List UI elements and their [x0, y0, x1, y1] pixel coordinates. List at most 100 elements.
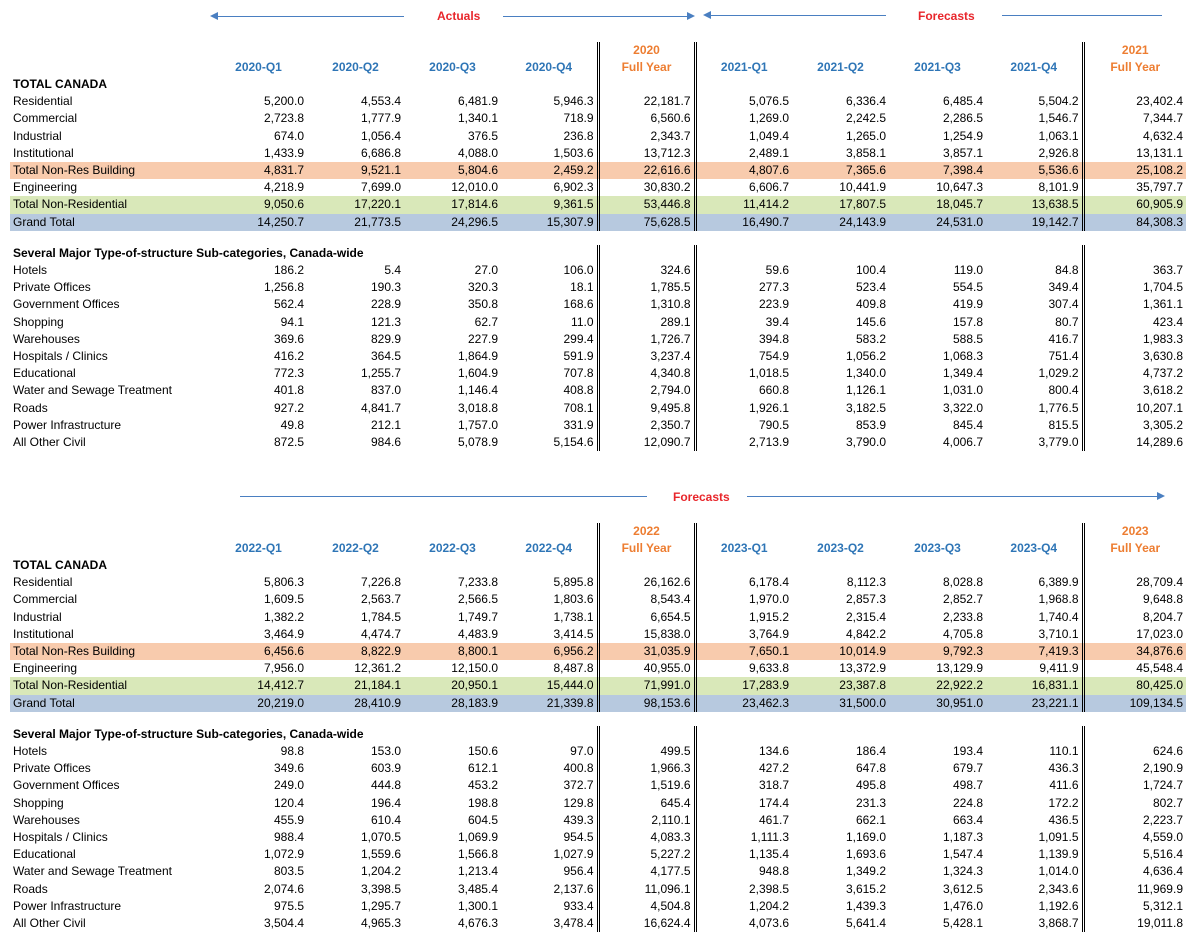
value-cell: 1,340.0 — [845, 366, 886, 381]
blank-cell — [404, 245, 501, 262]
blank-cell — [10, 231, 1186, 245]
table-row: Hotels 98.8 153.0 150.6 97.0 499.5 134.6 186.4 1… — [10, 743, 1186, 761]
value-cell: 8,800.1 — [404, 643, 501, 661]
value-cell: 110.1 — [1049, 744, 1079, 759]
value-cell: 1,968.8 — [1038, 592, 1079, 607]
quarter-header: 2023-Q3 — [914, 541, 961, 555]
value-cell: 6,560.6 — [596, 110, 697, 128]
value-cell: 975.5 — [273, 898, 304, 913]
row-label: Institutional — [13, 626, 74, 641]
value-cell: 2,459.2 — [501, 162, 598, 180]
value-cell: 11,969.9 — [1081, 880, 1186, 898]
value-cell: 1,915.2 — [748, 609, 789, 624]
value-cell: 35,797.7 — [1081, 179, 1186, 197]
value-cell: 228.9 — [370, 297, 401, 312]
value-cell: 23,402.4 — [1081, 93, 1186, 111]
row-label: Warehouses — [13, 331, 80, 346]
value-cell: 800.4 — [1048, 383, 1079, 398]
value-cell: 954.5 — [563, 830, 594, 845]
header-quarter-row: 2022-Q1 2022-Q2 2022-Q3 2022-Q4 Full Year 202… — [10, 540, 1186, 557]
value-cell: 394.8 — [758, 331, 789, 346]
value-cell: 1,547.4 — [942, 847, 983, 862]
value-cell: 444.8 — [370, 778, 401, 793]
table-row: Hospitals / Clinics 988.4 1,070.5 1,069.9 95… — [10, 829, 1186, 847]
value-cell: 624.6 — [1081, 743, 1186, 761]
total-canada-title-label: TOTAL CANADA — [13, 77, 107, 91]
blank-cell — [596, 557, 697, 575]
value-cell: 17,814.6 — [404, 196, 501, 214]
value-cell: 190.3 — [370, 280, 401, 295]
blank-cell — [1081, 76, 1186, 94]
value-cell: 94.1 — [280, 314, 304, 329]
value-cell: 588.5 — [952, 331, 983, 346]
value-cell: 6,389.9 — [1038, 575, 1079, 590]
value-cell: 6,485.4 — [942, 94, 983, 109]
value-cell: 8,487.8 — [553, 661, 594, 676]
value-cell: 34,876.6 — [1081, 643, 1186, 661]
value-cell: 19,011.8 — [1081, 915, 1186, 933]
row-label: Residential — [13, 575, 73, 590]
value-cell: 10,441.9 — [839, 180, 886, 195]
value-cell: 1,740.4 — [1038, 609, 1079, 624]
value-cell: 121.3 — [370, 314, 401, 329]
value-cell: 14,412.7 — [210, 677, 307, 695]
value-cell: 2,852.7 — [942, 592, 983, 607]
value-cell: 1,704.5 — [1081, 279, 1186, 297]
table-row: Shopping 120.4 196.4 198.8 129.8 645.4 174.4 23… — [10, 794, 1186, 812]
value-cell: 49.8 — [280, 417, 304, 432]
blank-cell — [307, 76, 404, 93]
value-cell: 2,566.5 — [457, 592, 498, 607]
value-cell: 186.2 — [273, 263, 304, 278]
value-cell: 1,566.8 — [457, 847, 498, 862]
value-cell: 3,790.0 — [845, 435, 886, 450]
blank-cell — [889, 557, 986, 574]
blank-cell — [404, 76, 501, 93]
value-cell: 416.2 — [273, 349, 304, 364]
row-label: Hotels — [13, 263, 48, 278]
table-row: All Other Civil 872.5 984.6 5,078.9 5,154.6 1… — [10, 434, 1186, 452]
value-cell: 1,111.3 — [750, 830, 789, 845]
value-cell: 4,483.9 — [457, 626, 498, 641]
value-cell: 13,638.5 — [986, 196, 1083, 214]
row-label: Roads — [13, 881, 48, 896]
header-blank — [307, 523, 404, 540]
top-banner: Actuals Forecasts — [0, 0, 1200, 30]
blank-cell — [1081, 244, 1186, 263]
value-cell: 401.8 — [273, 383, 304, 398]
value-cell: 674.0 — [273, 128, 304, 143]
value-cell: 3,464.9 — [263, 626, 304, 641]
value-cell: 1,726.7 — [596, 330, 697, 349]
value-cell: 5,200.0 — [263, 94, 304, 109]
value-cell: 5,641.4 — [845, 916, 886, 931]
blank-cell — [695, 557, 792, 574]
value-cell: 427.2 — [758, 761, 789, 776]
value-cell: 1,126.1 — [845, 383, 886, 398]
value-cell: 26,162.6 — [596, 574, 697, 592]
quarter-header: 2022-Q2 — [332, 541, 379, 555]
bottom-banner: Forecasts — [0, 481, 1200, 511]
value-cell: 2,398.5 — [748, 881, 789, 896]
value-cell: 231.3 — [855, 795, 886, 810]
value-cell: 1,724.7 — [1081, 777, 1186, 795]
table-row: Hotels 186.2 5.4 27.0 106.0 324.6 59.6 100.4 119… — [10, 262, 1186, 280]
value-cell: 23,221.1 — [986, 694, 1083, 712]
value-cell: 2,343.7 — [596, 127, 697, 145]
value-cell: 772.3 — [273, 366, 304, 381]
value-cell: 11,096.1 — [596, 880, 697, 898]
quarter-header: 2021-Q3 — [914, 60, 961, 74]
value-cell: 5,154.6 — [553, 435, 594, 450]
value-cell: 9,792.3 — [889, 643, 986, 661]
value-cell: 554.5 — [952, 280, 983, 295]
header-year-row: 2020 2021 — [10, 42, 1186, 59]
value-cell: 3,858.1 — [845, 145, 886, 160]
value-cell: 948.8 — [758, 864, 789, 879]
value-cell: 610.4 — [370, 812, 401, 827]
value-cell: 663.4 — [952, 812, 983, 827]
row-label: Hospitals / Clinics — [13, 349, 108, 364]
value-cell: 3,237.4 — [596, 348, 697, 366]
value-cell: 12,150.0 — [451, 661, 498, 676]
value-cell: 837.0 — [370, 383, 401, 398]
table-row: Water and Sewage Treatment 803.5 1,204.2 1,… — [10, 863, 1186, 881]
value-cell: 495.8 — [855, 778, 886, 793]
value-cell: 23,462.3 — [695, 694, 792, 712]
